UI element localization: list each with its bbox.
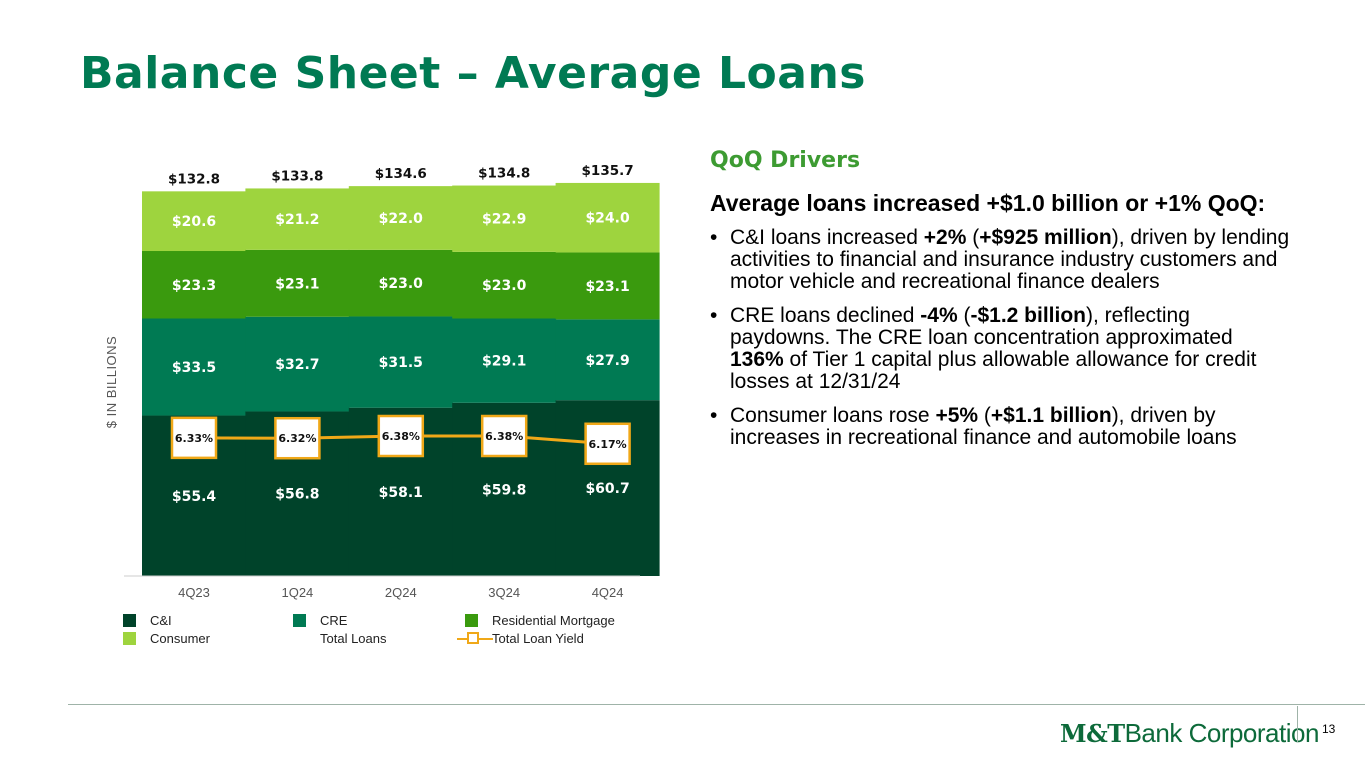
bar-cre-4Q23 [142, 318, 246, 416]
footer-divider [68, 704, 1365, 705]
data-label-c-i-4Q23: $55.4 [172, 489, 217, 505]
legend-label-total-loans: Total Loans [320, 631, 387, 646]
legend-label-consumer: Consumer [150, 631, 210, 646]
yield-marker-4Q23 [170, 416, 218, 460]
legend-label-residential: Residential Mortgage [492, 613, 615, 628]
legend-label-total-loan-yield: Total Loan Yield [492, 631, 584, 646]
yield-label-1Q24: 6.32% [278, 432, 316, 445]
qoq-lead-statement: Average loans increased +$1.0 billion or… [710, 190, 1266, 216]
data-label-consumer-1Q24: $21.2 [275, 212, 319, 228]
data-label-cre-4Q23: $33.5 [172, 360, 216, 376]
data-label-cre-2Q24: $31.5 [379, 355, 423, 371]
yield-marker-2Q24 [377, 414, 425, 458]
x-tick-4Q23: 4Q23 [178, 585, 210, 600]
stacked-bar-chart: $ IN BILLIONS $55.4 $33.5 $23.3 $20.6 $132.8 4… [104, 163, 660, 600]
data-label-consumer-3Q24: $22.9 [482, 212, 526, 228]
drivers-bullet-list: C&I loans increased +2% (+$925 million),… [710, 227, 1310, 449]
y-axis-label: $ IN BILLIONS [104, 336, 119, 428]
legend-label-ci: C&I [150, 613, 172, 628]
x-tick-1Q24: 1Q24 [281, 585, 313, 600]
bar-residential-mortgage-4Q23 [142, 251, 246, 319]
page-number: 13 [1322, 722, 1336, 736]
data-label-residential-mortgage-2Q24: $23.0 [379, 276, 424, 292]
legend-swatch-ci [123, 614, 136, 627]
yield-marker-4Q24 [584, 422, 631, 466]
bar-residential-mortgage-2Q24 [348, 249, 453, 317]
qoq-drivers-panel: QoQ Drivers Average loans increased +$1.… [710, 148, 1310, 461]
data-label-c-i-2Q24: $58.1 [379, 485, 423, 501]
bar-consumer-4Q24 [555, 182, 660, 253]
page-title: Balance Sheet – Average Loans [80, 48, 866, 99]
data-label-c-i-4Q24: $60.7 [585, 481, 629, 497]
yield-marker-3Q24 [480, 414, 528, 458]
total-label-3Q24: $134.8 [478, 166, 530, 182]
bar-cre-1Q24 [245, 316, 350, 412]
data-label-cre-1Q24: $32.7 [275, 357, 319, 373]
data-label-consumer-4Q24: $24.0 [585, 211, 630, 227]
x-tick-4Q24: 4Q24 [592, 585, 624, 600]
yield-label-4Q23: 6.33% [175, 432, 213, 445]
yield-marker-1Q24 [274, 416, 321, 460]
bar-residential-mortgage-1Q24 [245, 249, 350, 317]
bar-consumer-2Q24 [348, 186, 453, 250]
bullet-consumer-loans: Consumer loans rose +5% (+$1.1 billion),… [710, 405, 1290, 449]
bar-cre-3Q24 [452, 318, 557, 403]
legend-swatch-residential [465, 614, 478, 627]
bar-residential-mortgage-4Q24 [555, 252, 660, 320]
bar-cre-2Q24 [348, 316, 453, 408]
data-label-cre-4Q24: $27.9 [585, 353, 629, 369]
logo-separator [1297, 706, 1298, 742]
chart-legend: C&I CRE Residential Mortgage Consumer To… [123, 613, 643, 649]
bar-residential-mortgage-3Q24 [452, 251, 557, 319]
yield-label-3Q24: 6.38% [485, 430, 523, 443]
data-label-c-i-3Q24: $59.8 [482, 482, 526, 498]
x-tick-3Q24: 3Q24 [488, 585, 520, 600]
data-label-cre-3Q24: $29.1 [482, 354, 526, 370]
data-label-residential-mortgage-4Q23: $23.3 [172, 278, 216, 294]
legend-marker-yield [467, 632, 479, 644]
data-label-c-i-1Q24: $56.8 [275, 487, 319, 503]
data-label-residential-mortgage-1Q24: $23.1 [275, 276, 319, 292]
yield-label-4Q24: 6.17% [589, 438, 627, 451]
bar-consumer-4Q23 [142, 191, 246, 252]
total-label-4Q23: $132.8 [168, 171, 220, 187]
qoq-drivers-heading: QoQ Drivers [710, 148, 861, 173]
bar-consumer-1Q24 [245, 188, 350, 250]
data-label-residential-mortgage-3Q24: $23.0 [482, 278, 527, 294]
bar-cre-4Q24 [555, 319, 660, 401]
company-logo: M&TBank Corporation [1060, 718, 1319, 748]
legend-swatch-consumer [123, 632, 136, 645]
data-label-consumer-4Q23: $20.6 [172, 214, 216, 230]
total-label-2Q24: $134.6 [375, 166, 427, 182]
total-label-4Q24: $135.7 [582, 163, 634, 179]
bullet-ci-loans: C&I loans increased +2% (+$925 million),… [710, 227, 1290, 293]
yield-label-2Q24: 6.38% [382, 430, 420, 443]
legend-label-cre: CRE [320, 613, 348, 628]
bar-consumer-3Q24 [452, 185, 557, 252]
total-label-1Q24: $133.8 [271, 168, 323, 184]
data-label-consumer-2Q24: $22.0 [379, 211, 424, 227]
bullet-cre-loans: CRE loans declined -4% (-$1.2 billion), … [710, 305, 1290, 393]
data-label-residential-mortgage-4Q24: $23.1 [585, 279, 629, 295]
legend-swatch-cre [293, 614, 306, 627]
x-tick-2Q24: 2Q24 [385, 585, 417, 600]
